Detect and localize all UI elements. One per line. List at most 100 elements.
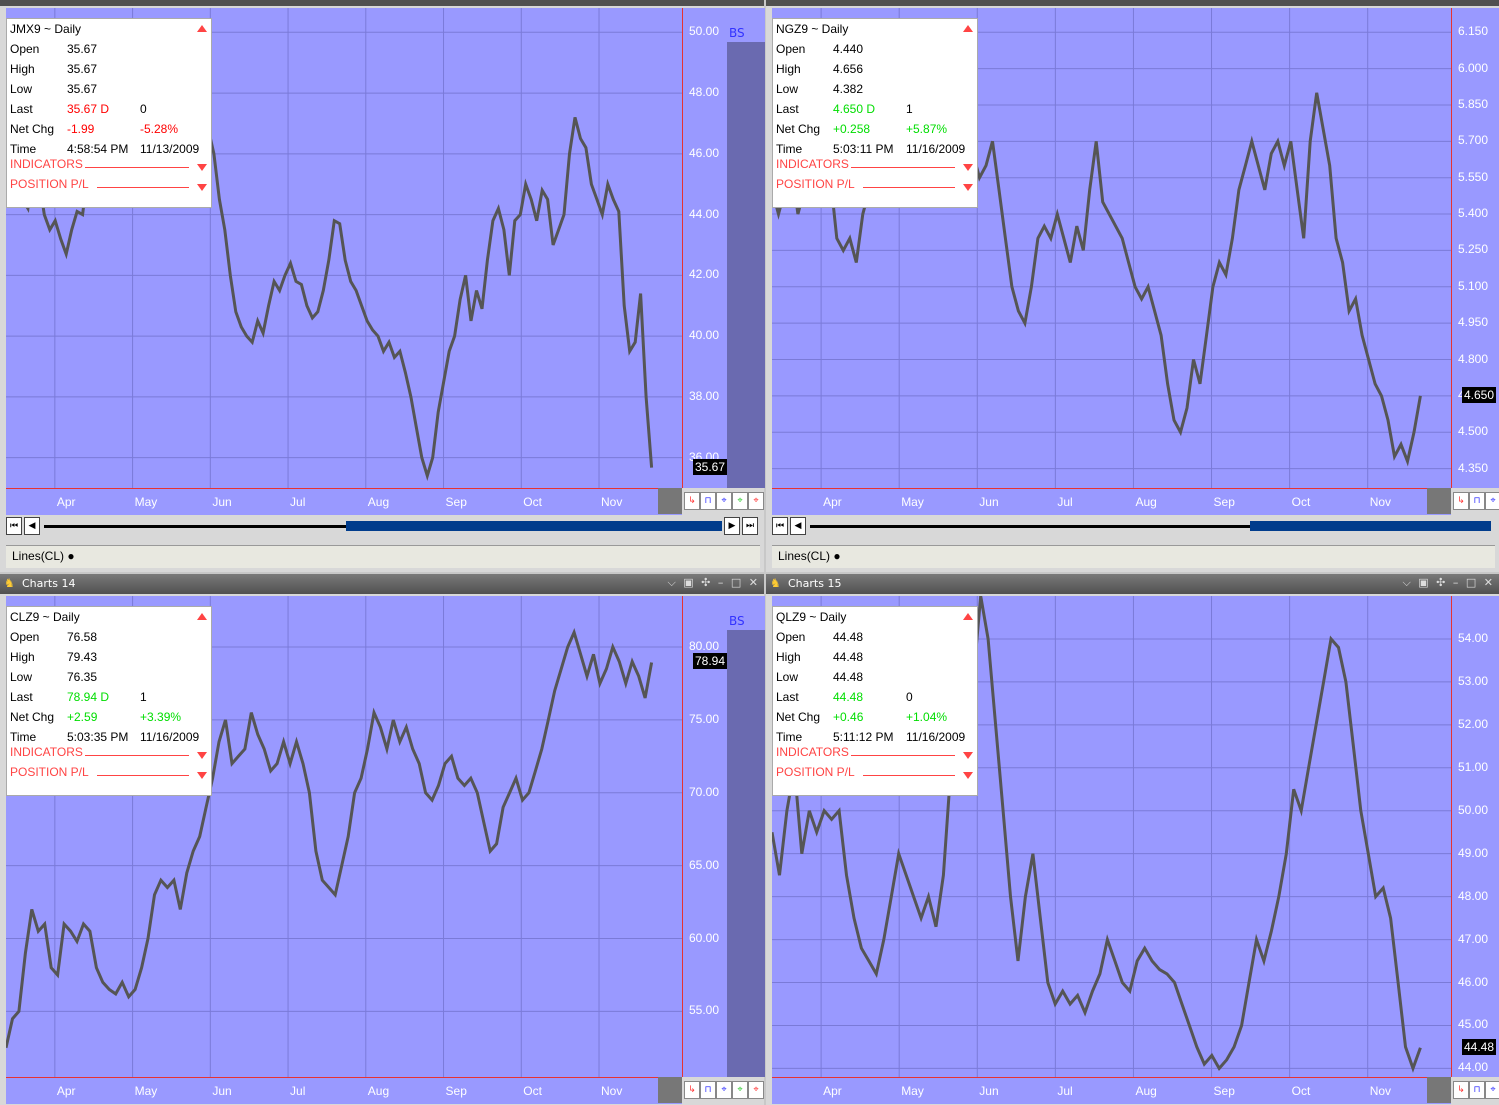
scroll-left-button[interactable]: ◀ — [790, 517, 806, 535]
chart-tool-button[interactable]: ⌖ — [732, 492, 748, 510]
time-axis[interactable]: Apr May Jun Jul Aug Sep Oct Nov — [6, 1077, 682, 1104]
quote-row: Net Chg +0.46 +1.04% — [776, 707, 972, 727]
month-label: Apr — [823, 495, 842, 509]
scroll-thumb[interactable] — [346, 521, 722, 531]
expand-icon[interactable] — [197, 752, 207, 759]
chart-tool-button[interactable]: ⊓ — [700, 1081, 716, 1099]
expand-icon[interactable] — [197, 184, 207, 191]
quote-row: Low 35.67 — [10, 79, 206, 99]
scroll-right-button[interactable]: ▶ — [724, 517, 740, 535]
quote-info-panel[interactable]: NGZ9 ~ Daily Open 4.440 High 4.656 Low 4.382 La… — [772, 18, 978, 208]
price-tick-label: 70.00 — [689, 784, 720, 799]
collapse-icon[interactable] — [963, 613, 973, 620]
chart-tool-button[interactable]: ↳ — [1453, 1081, 1469, 1099]
month-label: Sep — [1213, 1084, 1235, 1098]
quote-field-label: High — [10, 62, 35, 76]
price-tick-label: 44.00 — [1458, 1060, 1489, 1075]
window-controls[interactable]: ⌵ ▣ ✣ – □ ✕ — [1402, 576, 1495, 589]
position-pl-toggle[interactable]: POSITION P/L — [10, 177, 89, 191]
quote-field-label: Last — [10, 102, 33, 116]
window-titlebar[interactable]: ♞ Charts 14 ⌵ ▣ ✣ – □ ✕ — [0, 574, 764, 594]
expand-icon[interactable] — [963, 164, 973, 171]
price-tick-label: 48.00 — [1458, 888, 1489, 903]
price-tick-label: 45.00 — [1458, 1017, 1489, 1032]
position-pl-toggle[interactable]: POSITION P/L — [776, 177, 855, 191]
expand-icon[interactable] — [963, 184, 973, 191]
window-controls[interactable]: ⌵ ▣ ✣ – □ ✕ — [667, 576, 760, 589]
scroll-thumb[interactable] — [1250, 521, 1491, 531]
quote-field-label: Low — [776, 670, 799, 684]
chart-tool-button[interactable]: ⌖ — [716, 492, 732, 510]
chart-window-qlz9: ♞ Charts 15 ⌵ ▣ ✣ – □ ✕ 54.00 53.00 52.00 51.0… — [766, 574, 1499, 1105]
quote-field-extra: -5.28% — [140, 122, 179, 136]
price-plot[interactable] — [6, 8, 682, 488]
position-pl-toggle[interactable]: POSITION P/L — [776, 765, 855, 779]
indicators-toggle[interactable]: INDICATORS — [776, 157, 849, 171]
quote-field-extra: 11/16/2009 — [906, 730, 966, 744]
price-axis[interactable]: 80.00 75.00 70.00 65.00 60.00 55.00 BS 78.94 — [682, 596, 765, 1077]
chart-tool-button[interactable]: ↳ — [1453, 492, 1469, 510]
month-label: Sep — [1213, 495, 1235, 509]
chart-tool-button[interactable]: ⌖ — [716, 1081, 732, 1099]
indicators-toggle[interactable]: INDICATORS — [10, 745, 83, 759]
quote-field-value: +0.258 — [833, 122, 871, 136]
chart-tool-button[interactable]: ⌖ — [732, 1081, 748, 1099]
time-scrollbar[interactable]: ⏮ ◀ — [772, 515, 1495, 537]
quote-row: Time 5:03:35 PM 11/16/2009 — [10, 727, 206, 747]
quote-field-label: Last — [10, 690, 33, 704]
quote-row: Open 4.440 — [776, 39, 972, 59]
indicators-toggle[interactable]: INDICATORS — [10, 157, 83, 171]
chart-tool-button[interactable]: ⊓ — [1469, 1081, 1485, 1099]
price-tick-label: 65.00 — [689, 857, 720, 872]
chart-tool-button[interactable]: ↳ — [684, 1081, 700, 1099]
expand-icon[interactable] — [197, 164, 207, 171]
expand-icon[interactable] — [963, 772, 973, 779]
quote-row: Net Chg +0.258 +5.87% — [776, 119, 972, 139]
bs-label: BS — [729, 614, 745, 628]
price-axis[interactable]: 6.150 6.000 5.850 5.700 5.550 5.400 5.250 5.100… — [1451, 8, 1499, 488]
scroll-start-button[interactable]: ⏮ — [6, 517, 22, 535]
time-scrollbar[interactable]: ⏮ ◀ ▶ ⏭ — [6, 515, 760, 537]
status-text[interactable]: Lines(CL) ● — [778, 549, 841, 563]
quote-info-panel[interactable]: QLZ9 ~ Daily Open 44.48 High 44.48 Low 44.48 La… — [772, 606, 978, 796]
scroll-start-button[interactable]: ⏮ — [772, 517, 788, 535]
quote-field-value: +2.59 — [67, 710, 98, 724]
chart-tool-button[interactable]: ⌖ — [1485, 492, 1499, 510]
chart-tool-button[interactable]: ↳ — [684, 492, 700, 510]
collapse-icon[interactable] — [197, 25, 207, 32]
quote-field-label: Open — [776, 42, 806, 56]
chart-tool-button[interactable]: ⊓ — [700, 492, 716, 510]
scroll-end-button[interactable]: ⏭ — [742, 517, 758, 535]
expand-icon[interactable] — [963, 752, 973, 759]
quote-field-label: JMX9 ~ Daily — [10, 22, 82, 36]
collapse-icon[interactable] — [197, 613, 207, 620]
status-text[interactable]: Lines(CL) ● — [12, 549, 75, 563]
quote-field-extra: +5.87% — [906, 122, 948, 136]
indicators-toggle[interactable]: INDICATORS — [776, 745, 849, 759]
price-axis[interactable]: 50.00 48.00 46.00 44.00 42.00 40.00 38.00 36.00… — [682, 8, 765, 488]
chart-tool-button[interactable]: ⌖ — [748, 492, 764, 510]
chart-tool-button[interactable]: ⌖ — [1485, 1081, 1499, 1099]
quote-info-panel[interactable]: CLZ9 ~ Daily Open 76.58 High 79.43 Low 76.35 La… — [6, 606, 212, 796]
month-label: Jun — [979, 1084, 999, 1098]
price-axis[interactable]: 54.00 53.00 52.00 51.00 50.00 49.00 48.00 47.00… — [1451, 596, 1499, 1077]
quote-field-label: Time — [776, 730, 803, 744]
price-tick-label: 4.500 — [1458, 424, 1489, 439]
time-axis[interactable]: Apr May Jun Jul Aug Sep Oct Nov — [6, 488, 682, 515]
time-axis[interactable]: Apr May Jun Jul Aug Sep Oct Nov — [772, 488, 1451, 515]
section-rule — [863, 775, 955, 776]
expand-icon[interactable] — [197, 772, 207, 779]
chart-tool-button[interactable]: ⊓ — [1469, 492, 1485, 510]
time-axis[interactable]: Apr May Jun Jul Aug Sep Oct Nov — [772, 1077, 1451, 1104]
quote-info-panel[interactable]: JMX9 ~ Daily Open 35.67 High 35.67 Low 35.67 La… — [6, 18, 212, 208]
chart-tool-button[interactable]: ⌖ — [748, 1081, 764, 1099]
quote-field-label: High — [776, 62, 801, 76]
price-tick-label: 49.00 — [1458, 845, 1489, 860]
window-titlebar[interactable]: ♞ Charts 15 ⌵ ▣ ✣ – □ ✕ — [766, 574, 1499, 594]
scroll-left-button[interactable]: ◀ — [24, 517, 40, 535]
quote-field-extra: +3.39% — [140, 710, 182, 724]
collapse-icon[interactable] — [963, 25, 973, 32]
position-pl-toggle[interactable]: POSITION P/L — [10, 765, 89, 779]
quote-field-label: Net Chg — [776, 710, 821, 724]
price-tick-label: 46.00 — [689, 145, 720, 160]
